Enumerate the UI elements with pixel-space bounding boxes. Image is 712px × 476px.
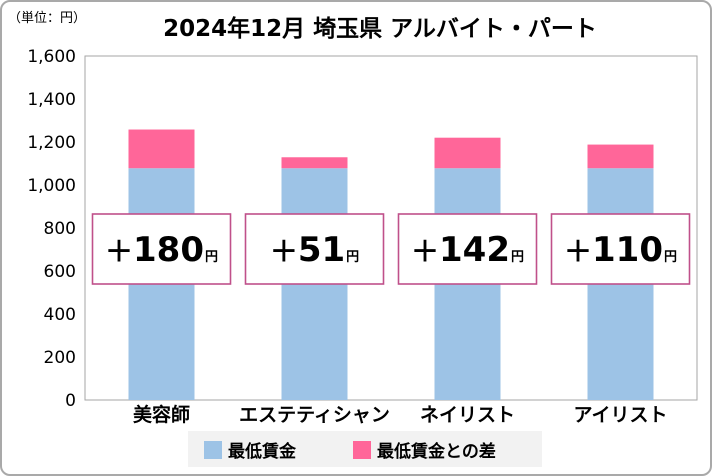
difference-annotation-box: [91, 213, 232, 285]
annotation-plus-sign: ＋: [564, 235, 592, 268]
difference-annotation-label: ＋142円: [411, 230, 524, 270]
legend-label: 最低賃金: [228, 441, 297, 462]
difference-annotation-label: ＋51円: [270, 230, 359, 270]
y-tick-label: 1,000: [27, 176, 76, 196]
annotation-unit: 円: [664, 250, 677, 265]
x-category-label: エステティシャン: [239, 404, 390, 426]
annotation-unit: 円: [511, 250, 524, 265]
y-tick-label: 1,600: [27, 47, 76, 67]
y-axis-ticks: 0 200 400 600 800 1,000 1,200 1,400 1,600: [27, 47, 76, 411]
bar-difference: [128, 129, 195, 169]
annotation-value: 110: [592, 230, 663, 270]
chart-title: 2024年12月 埼玉県 アルバイト・パート: [163, 15, 597, 42]
legend: 最低賃金 最低賃金との差: [188, 431, 542, 467]
annotation-value: 51: [298, 230, 345, 270]
difference-annotation-box: [244, 213, 385, 285]
annotation-plus-sign: ＋: [270, 235, 298, 268]
unit-label: （単位：円）: [8, 10, 86, 26]
x-axis-categories: 美容師 エステティシャン ネイリスト アイリスト: [133, 403, 668, 426]
x-category-label: ネイリスト: [420, 404, 515, 426]
difference-annotation-box: [397, 213, 538, 285]
y-tick-label: 800: [44, 219, 76, 239]
legend-swatch: [353, 441, 371, 459]
annotation-plus-sign: ＋: [105, 235, 133, 268]
difference-annotation-label: ＋110円: [564, 230, 677, 270]
annotations-layer: ＋180円 ＋51円 ＋142円 ＋110円: [91, 213, 691, 285]
x-category-label: 美容師: [133, 403, 190, 426]
legend-label: 最低賃金との差: [377, 441, 496, 462]
bar-difference: [281, 157, 348, 169]
bar-difference: [587, 144, 654, 169]
y-tick-label: 200: [44, 348, 76, 368]
y-tick-label: 1,400: [27, 90, 76, 110]
annotation-value: 180: [133, 230, 204, 270]
difference-annotation-box: [550, 213, 691, 285]
y-tick-label: 600: [44, 262, 76, 282]
annotation-unit: 円: [346, 250, 359, 265]
annotation-value: 142: [439, 230, 510, 270]
legend-swatch: [204, 441, 222, 459]
y-tick-label: 400: [44, 305, 76, 325]
y-tick-label: 1,200: [27, 133, 76, 153]
bar-difference: [434, 137, 501, 169]
annotation-plus-sign: ＋: [411, 235, 439, 268]
y-tick-label: 0: [65, 391, 76, 411]
difference-annotation-label: ＋180円: [105, 230, 218, 270]
x-category-label: アイリスト: [573, 404, 667, 426]
annotation-unit: 円: [205, 250, 218, 265]
